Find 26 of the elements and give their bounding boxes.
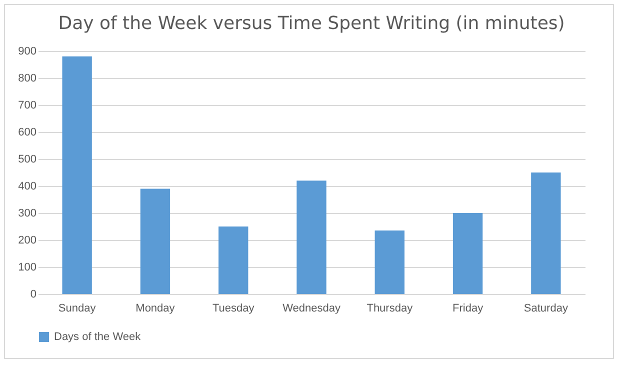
y-tick-label: 100 xyxy=(18,262,36,274)
x-tick-label: Thursday xyxy=(366,302,414,314)
bar xyxy=(374,230,404,294)
y-tick-label: 500 xyxy=(18,154,36,166)
y-tick-label: 0 xyxy=(30,288,36,300)
y-tick-label: 600 xyxy=(18,126,36,138)
y-tick-label: 700 xyxy=(18,100,36,112)
bar xyxy=(296,180,326,294)
x-tick-label: Sunday xyxy=(58,302,96,314)
y-tick-label: 400 xyxy=(18,180,36,192)
x-tick-label: Wednesday xyxy=(282,302,341,314)
bar xyxy=(531,172,561,294)
legend-label: Days of the Week xyxy=(54,331,142,343)
x-tick-label: Tuesday xyxy=(212,302,255,314)
bar xyxy=(140,188,170,294)
bar xyxy=(452,213,483,294)
bar xyxy=(62,56,92,294)
chart-title: Day of the Week versus Time Spent Writing (in minutes) xyxy=(58,13,565,34)
x-tick-label: Friday xyxy=(452,302,484,314)
y-tick-label: 900 xyxy=(18,46,36,58)
y-tick-label: 200 xyxy=(18,234,36,246)
y-tick-label: 800 xyxy=(18,72,36,84)
bar xyxy=(218,226,248,294)
x-tick-label: Saturday xyxy=(524,302,568,314)
x-tick-label: Monday xyxy=(136,302,176,314)
y-tick-label: 300 xyxy=(18,208,36,220)
